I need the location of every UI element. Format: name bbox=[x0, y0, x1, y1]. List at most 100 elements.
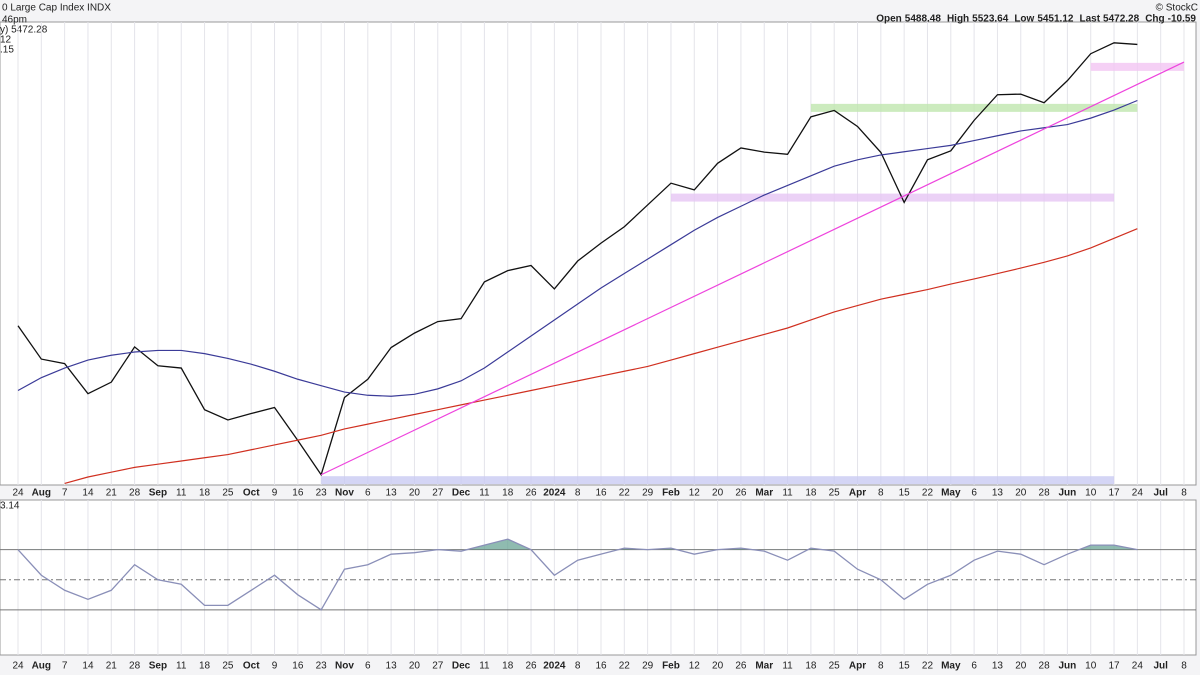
x-tick-label: 21 bbox=[106, 488, 118, 499]
x-tick-label: 15 bbox=[899, 488, 911, 499]
x-tick-label: 23 bbox=[316, 488, 328, 499]
x-tick-label: Mar bbox=[755, 661, 773, 672]
x-tick-label: 8 bbox=[1181, 488, 1187, 499]
source: © StockC bbox=[1156, 3, 1198, 14]
x-tick-label: 11 bbox=[176, 488, 187, 499]
x-tick-label: 27 bbox=[432, 488, 444, 499]
x-tick-label: 9 bbox=[272, 488, 278, 499]
x-tick-label: Jun bbox=[1059, 488, 1077, 499]
x-tick-label: 25 bbox=[222, 661, 234, 672]
x-tick-label: Nov bbox=[335, 661, 354, 672]
x-tick-label: Apr bbox=[849, 661, 866, 672]
x-tick-label: 18 bbox=[502, 661, 514, 672]
x-tick-label: 18 bbox=[199, 661, 211, 672]
quote-label: High bbox=[947, 14, 969, 25]
quote-value: 5451.12 bbox=[1037, 14, 1074, 25]
time: 46pm bbox=[2, 15, 27, 26]
x-tick-label: 11 bbox=[479, 661, 490, 672]
x-tick-label: 6 bbox=[971, 661, 977, 672]
quote-label: Last bbox=[1079, 14, 1100, 25]
x-tick-label: 22 bbox=[922, 661, 934, 672]
x-tick-label: 22 bbox=[619, 661, 631, 672]
x-tick-label: 27 bbox=[432, 661, 444, 672]
quote-value: 5523.64 bbox=[972, 14, 1009, 25]
x-tick-label: 16 bbox=[595, 488, 607, 499]
x-tick-label: 25 bbox=[829, 488, 841, 499]
x-tick-label: 16 bbox=[595, 661, 607, 672]
x-tick-label: May bbox=[941, 488, 961, 499]
x-tick-label: Dec bbox=[452, 488, 471, 499]
quote-label: Open bbox=[876, 14, 902, 25]
x-tick-label: 16 bbox=[292, 488, 304, 499]
x-tick-label: 22 bbox=[922, 488, 934, 499]
x-tick-label: 13 bbox=[992, 661, 1004, 672]
x-tick-label: 26 bbox=[735, 488, 747, 499]
x-tick-label: 17 bbox=[1108, 661, 1120, 672]
x-tick-label: 13 bbox=[386, 661, 398, 672]
x-tick-label: Jul bbox=[1153, 488, 1168, 499]
moving-average bbox=[17, 99, 1138, 397]
x-tick-label: Jul bbox=[1153, 661, 1168, 672]
zone bbox=[321, 476, 1115, 485]
x-tick-label: 21 bbox=[106, 661, 118, 672]
x-tick-label: 28 bbox=[129, 488, 141, 499]
rsi-line bbox=[17, 538, 1138, 611]
quote-value: 5488.48 bbox=[905, 14, 942, 25]
x-tick-label: Apr bbox=[849, 488, 866, 499]
zone bbox=[670, 193, 1115, 202]
x-tick-label: 18 bbox=[805, 488, 817, 499]
x-tick-label: 2024 bbox=[543, 661, 566, 672]
trendline bbox=[320, 61, 1185, 476]
x-tick-label: Feb bbox=[662, 661, 680, 672]
x-tick-label: 6 bbox=[365, 661, 371, 672]
x-tick-label: 26 bbox=[735, 661, 747, 672]
x-tick-label: 8 bbox=[878, 661, 884, 672]
x-tick-label: 24 bbox=[12, 661, 24, 672]
x-tick-label: 17 bbox=[1108, 488, 1120, 499]
legend-entry: 12 bbox=[0, 35, 12, 46]
x-tick-label: 24 bbox=[12, 488, 24, 499]
x-tick-label: 11 bbox=[782, 488, 793, 499]
x-tick-label: 7 bbox=[62, 661, 68, 672]
x-tick-label: 20 bbox=[712, 661, 724, 672]
quote-label: Chg bbox=[1145, 14, 1164, 25]
x-tick-label: 13 bbox=[386, 488, 398, 499]
zone bbox=[810, 103, 1138, 112]
x-tick-label: Sep bbox=[149, 661, 167, 672]
moving-average bbox=[64, 228, 1138, 484]
x-tick-label: Sep bbox=[149, 488, 167, 499]
x-tick-label: 9 bbox=[272, 661, 278, 672]
x-tick-label: 25 bbox=[829, 661, 841, 672]
x-tick-label: Mar bbox=[755, 488, 773, 499]
x-tick-label: 28 bbox=[1039, 661, 1051, 672]
x-tick-label: 24 bbox=[1132, 661, 1144, 672]
quote-label: Low bbox=[1014, 14, 1034, 25]
x-tick-label: Aug bbox=[32, 661, 51, 672]
legend-entry: y) 5472.28 bbox=[0, 25, 48, 36]
x-tick-label: Jun bbox=[1059, 661, 1077, 672]
indicator-label: 3.14 bbox=[0, 501, 20, 512]
x-tick-label: 18 bbox=[502, 488, 514, 499]
quote-value: 5472.28 bbox=[1103, 14, 1140, 25]
x-tick-label: 11 bbox=[479, 488, 490, 499]
x-tick-label: 2024 bbox=[543, 488, 566, 499]
x-tick-label: 10 bbox=[1085, 488, 1097, 499]
x-tick-label: 29 bbox=[642, 661, 654, 672]
quote-value: -10.59 bbox=[1168, 14, 1197, 25]
x-tick-label: 6 bbox=[971, 488, 977, 499]
x-tick-label: Oct bbox=[243, 661, 260, 672]
x-tick-label: 26 bbox=[525, 661, 537, 672]
x-tick-label: Nov bbox=[335, 488, 354, 499]
x-tick-label: 14 bbox=[82, 661, 94, 672]
x-tick-label: 12 bbox=[689, 661, 701, 672]
x-tick-label: 28 bbox=[129, 661, 141, 672]
chart-title: 0 Large Cap Index INDX bbox=[2, 3, 111, 14]
x-tick-label: 25 bbox=[222, 488, 234, 499]
x-tick-label: Feb bbox=[662, 488, 680, 499]
zone bbox=[1090, 62, 1184, 71]
x-tick-label: 28 bbox=[1039, 488, 1051, 499]
x-tick-label: 13 bbox=[992, 488, 1004, 499]
